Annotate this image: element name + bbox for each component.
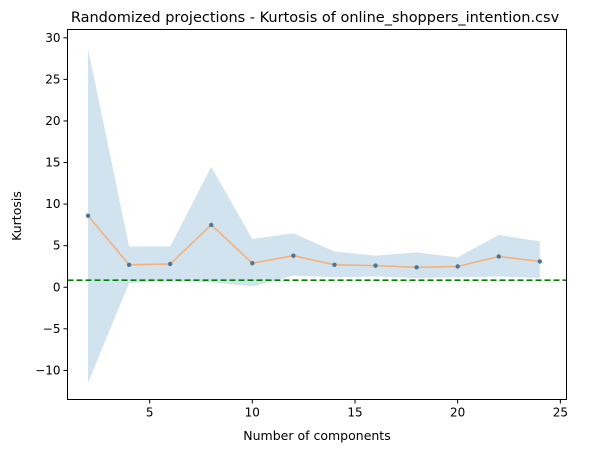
plot-area [67, 29, 567, 400]
confidence-band [88, 48, 540, 383]
y-tick-label: 0 [53, 280, 61, 294]
x-axis-label: Number of components [243, 428, 390, 443]
data-point [496, 254, 501, 259]
x-axis-ticks: 5 10 15 20 25 [146, 399, 568, 420]
x-tick-label: 20 [450, 406, 465, 420]
data-point [414, 265, 419, 270]
y-tick-label: 25 [45, 72, 60, 86]
data-point [167, 261, 173, 267]
y-axis-label: Kurtosis [9, 191, 24, 241]
y-tick-label: 10 [45, 197, 60, 211]
data-point [291, 253, 296, 258]
data-point [250, 260, 255, 266]
x-tick-label: 25 [553, 406, 568, 420]
y-tick-label: −5 [43, 322, 61, 336]
confidence-band-layer [88, 48, 540, 383]
x-tick-label: 10 [245, 406, 260, 420]
data-point [537, 259, 543, 264]
data-point [85, 213, 91, 218]
y-tick-label: 5 [53, 239, 61, 253]
x-tick-label: 5 [146, 406, 154, 420]
y-tick-label: 20 [45, 114, 60, 128]
x-tick-label: 15 [347, 406, 362, 420]
series-marker-layer [85, 213, 543, 270]
data-point [209, 222, 214, 228]
plot-frame [67, 29, 567, 400]
y-tick-label: 15 [45, 156, 60, 170]
series-line-layer [87, 215, 540, 269]
y-tick-label: −10 [35, 363, 60, 377]
data-point [373, 263, 378, 268]
y-axis-ticks: −10 −5 0 5 10 15 20 25 30 [35, 31, 68, 377]
chart-title: Randomized projections - Kurtosis of onl… [71, 10, 560, 26]
y-tick-label: 30 [45, 31, 60, 45]
data-point [455, 264, 460, 269]
series-line [87, 215, 540, 269]
data-point [126, 262, 132, 268]
data-point [332, 262, 337, 268]
